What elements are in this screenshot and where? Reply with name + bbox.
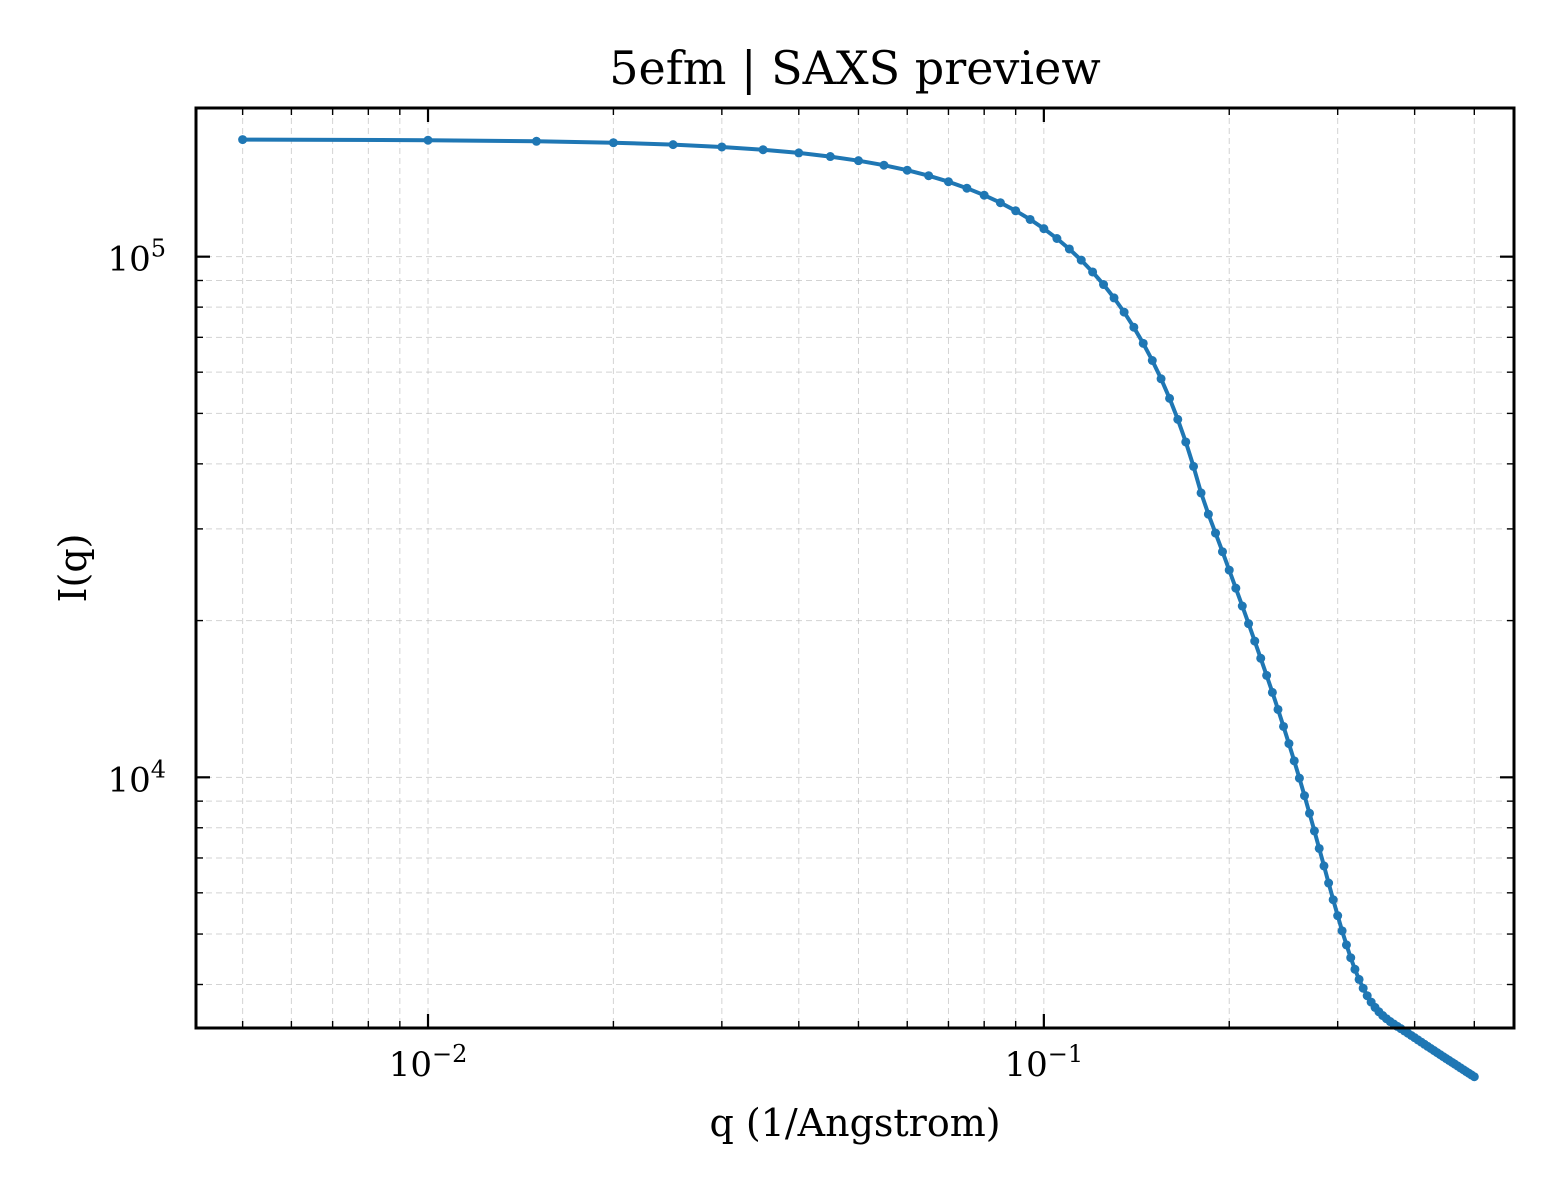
- data-point: [794, 148, 804, 158]
- data-point: [1064, 244, 1074, 254]
- data-point: [1217, 547, 1227, 557]
- data-point: [1052, 233, 1062, 243]
- data-series: [238, 135, 1479, 1082]
- data-point: [1350, 964, 1360, 974]
- data-point: [1189, 461, 1199, 471]
- data-point: [758, 145, 768, 155]
- data-point: [1328, 895, 1338, 905]
- data-point: [853, 156, 863, 166]
- data-point: [1319, 861, 1329, 871]
- data-point: [717, 142, 727, 152]
- data-point: [668, 140, 678, 150]
- data-point: [1156, 374, 1166, 384]
- data-point: [1237, 601, 1247, 611]
- data-point: [1289, 756, 1299, 766]
- data-point: [924, 171, 934, 181]
- data-point: [1244, 619, 1254, 629]
- data-point: [1165, 393, 1175, 403]
- data-point: [1279, 721, 1289, 731]
- y-tick-label: 104: [107, 755, 166, 800]
- data-point: [1196, 488, 1206, 498]
- x-tick-label: 10−2: [389, 1040, 468, 1085]
- data-point: [1358, 983, 1368, 993]
- data-point: [1231, 583, 1241, 593]
- data-point: [1088, 267, 1098, 277]
- plot-frame: [194, 106, 1516, 1030]
- data-point: [1147, 355, 1157, 365]
- data-point: [1333, 911, 1343, 921]
- data-point: [1181, 437, 1191, 447]
- y-axis-label: I(q): [51, 534, 95, 603]
- x-tick-label: 10−1: [1005, 1040, 1084, 1085]
- data-point: [1025, 214, 1035, 224]
- data-point: [1267, 687, 1277, 697]
- data-point: [423, 135, 433, 145]
- x-axis-label: q (1/Angstrom): [709, 1101, 1000, 1145]
- data-point: [1129, 322, 1139, 332]
- data-point: [1109, 293, 1119, 303]
- data-point: [943, 177, 953, 187]
- data-point: [1203, 509, 1213, 519]
- data-point: [1256, 653, 1266, 663]
- data-point: [962, 183, 972, 193]
- data-point: [1337, 926, 1347, 936]
- data-point: [1173, 414, 1183, 424]
- data-point: [1262, 670, 1272, 680]
- data-point: [1119, 307, 1129, 317]
- data-point: [608, 138, 618, 148]
- axis-ticks: [196, 108, 1514, 1028]
- data-point: [1211, 528, 1221, 538]
- data-point: [1354, 974, 1364, 984]
- data-point: [1273, 704, 1283, 714]
- data-point: [995, 198, 1005, 208]
- data-point: [1294, 773, 1304, 783]
- data-point: [902, 165, 912, 175]
- data-point: [1341, 940, 1351, 950]
- chart-title: 5efm | SAXS preview: [609, 41, 1100, 95]
- data-point: [1099, 280, 1109, 290]
- data-point: [1346, 953, 1356, 963]
- data-point: [1309, 826, 1319, 836]
- data-point: [1314, 843, 1324, 853]
- data-point: [879, 160, 889, 170]
- data-point: [1138, 338, 1148, 348]
- data-point: [1011, 206, 1021, 216]
- data-point: [1076, 255, 1086, 265]
- data-point: [1284, 739, 1294, 749]
- data-point: [1300, 791, 1310, 801]
- data-point: [1224, 565, 1234, 575]
- data-point: [979, 190, 989, 200]
- data-point: [1039, 224, 1049, 234]
- data-point: [1250, 636, 1260, 646]
- data-point: [1324, 878, 1334, 888]
- data-point: [1305, 808, 1315, 818]
- data-point: [531, 136, 541, 146]
- y-tick-label: 105: [107, 235, 166, 280]
- data-point: [1469, 1072, 1479, 1082]
- grid: [196, 108, 1514, 1028]
- data-point: [238, 135, 248, 145]
- tick-labels: 10−2 10−1 104 105: [107, 235, 1083, 1085]
- data-point: [825, 152, 835, 162]
